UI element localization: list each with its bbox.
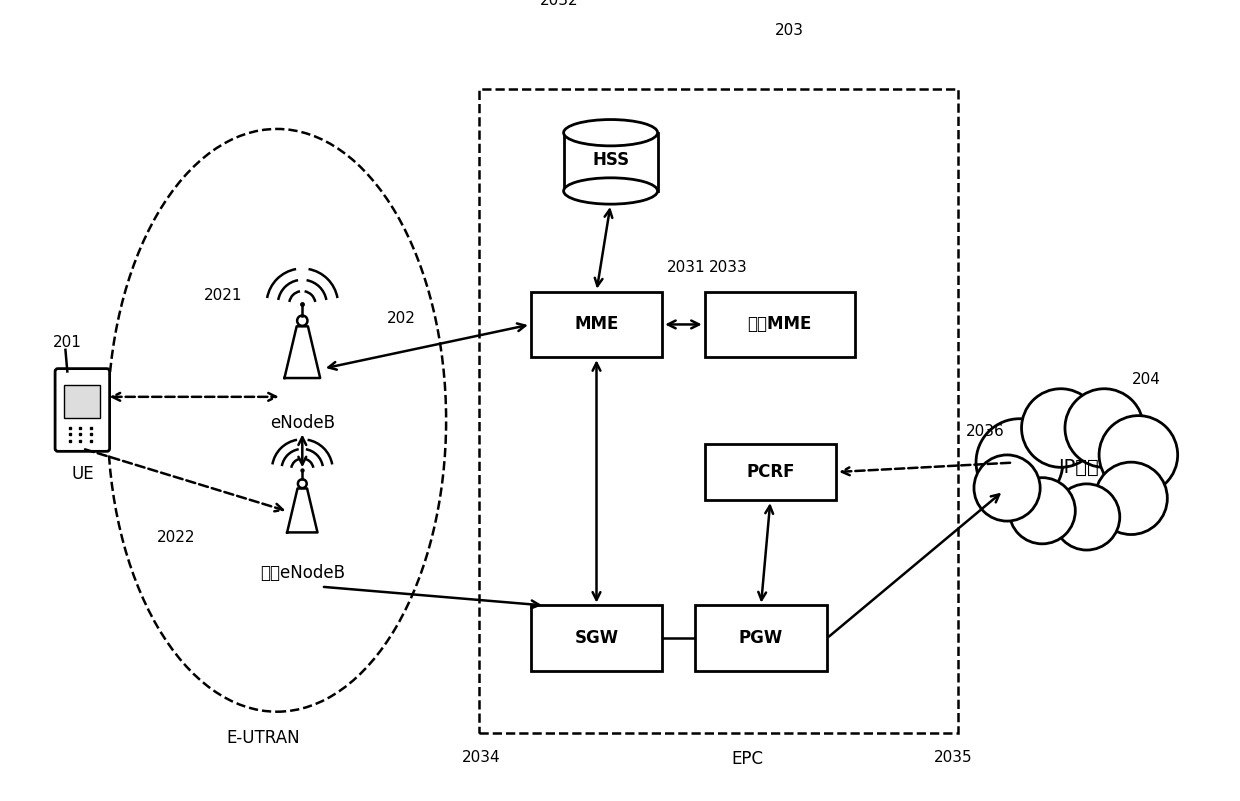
Bar (531, 606, 662, 671)
Text: 2033: 2033 (709, 260, 748, 275)
Bar (696, 606, 827, 671)
Ellipse shape (564, 119, 657, 146)
Text: EPC: EPC (730, 751, 763, 768)
Bar (704, 292, 856, 357)
Text: 2035: 2035 (935, 751, 973, 765)
Bar (479, 90, 959, 734)
Text: PCRF: PCRF (746, 463, 795, 481)
Circle shape (973, 455, 1040, 521)
Text: 2032: 2032 (539, 0, 578, 8)
Text: 203: 203 (775, 22, 804, 38)
Text: HSS: HSS (591, 151, 629, 169)
Text: MME: MME (574, 316, 619, 333)
Text: 其它eNodeB: 其它eNodeB (260, 564, 345, 582)
Text: 2022: 2022 (156, 530, 195, 545)
Text: 2034: 2034 (461, 751, 500, 765)
Circle shape (298, 316, 308, 326)
Text: eNodeB: eNodeB (270, 414, 335, 432)
Text: UE: UE (71, 465, 94, 484)
Text: 2036: 2036 (966, 424, 1004, 439)
Circle shape (976, 419, 1063, 505)
Ellipse shape (564, 178, 657, 204)
Circle shape (298, 479, 306, 488)
Bar (531, 292, 662, 357)
Circle shape (1054, 484, 1120, 550)
Text: 2021: 2021 (203, 288, 242, 303)
Text: 2031: 2031 (667, 260, 706, 275)
Polygon shape (284, 326, 320, 378)
Text: 202: 202 (387, 312, 415, 326)
Text: SGW: SGW (574, 630, 619, 647)
Circle shape (1095, 462, 1167, 534)
Text: E-UTRAN: E-UTRAN (226, 729, 300, 747)
Text: 其它MME: 其它MME (748, 316, 812, 333)
Text: IP业务: IP业务 (1058, 458, 1099, 477)
Bar (564, 133, 657, 191)
Bar (64, 384, 100, 418)
Circle shape (1065, 388, 1143, 467)
FancyBboxPatch shape (55, 368, 109, 451)
Circle shape (1009, 477, 1075, 544)
Text: 201: 201 (53, 335, 82, 350)
Bar (704, 444, 836, 500)
Polygon shape (288, 489, 317, 533)
Text: PGW: PGW (739, 630, 784, 647)
Circle shape (1099, 416, 1178, 494)
Text: 204: 204 (1132, 372, 1161, 388)
Circle shape (1022, 388, 1100, 467)
